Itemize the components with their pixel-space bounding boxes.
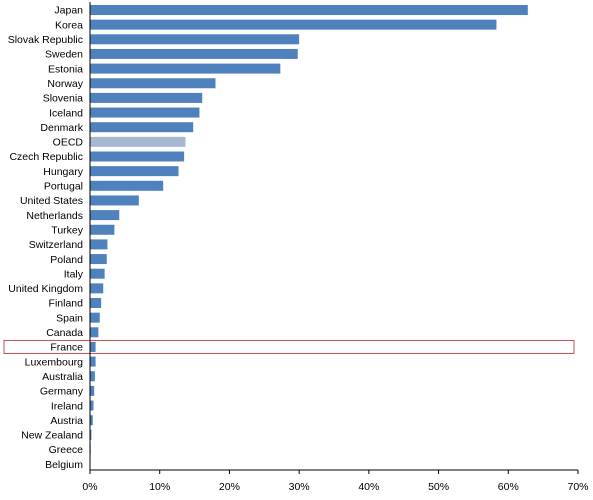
x-tick-label-20: 20%: [219, 481, 240, 493]
category-label-greece: Greece: [49, 444, 84, 456]
bar-france: [90, 341, 96, 352]
category-label-oecd: OECD: [53, 137, 84, 149]
bar-poland: [90, 254, 107, 265]
bar-slovak-republic: [90, 34, 300, 45]
bar-switzerland: [90, 239, 108, 250]
bar-estonia: [90, 63, 281, 74]
bar-finland: [90, 298, 102, 308]
x-tick-label-60: 60%: [498, 481, 519, 493]
x-tick-label-70: 70%: [567, 481, 588, 493]
category-label-france: France: [50, 342, 83, 354]
bar-sweden: [90, 48, 298, 59]
bar-austria: [90, 415, 93, 426]
bar-slovenia: [90, 92, 203, 103]
category-label-hungary: Hungary: [43, 166, 83, 178]
category-label-belgium: Belgium: [45, 459, 83, 471]
x-tick-label-0: 0%: [82, 481, 97, 493]
bar-iceland: [90, 107, 200, 118]
x-tick-label-30: 30%: [289, 481, 310, 493]
category-label-portugal: Portugal: [44, 181, 83, 193]
bar-korea: [90, 19, 497, 30]
category-label-estonia: Estonia: [48, 63, 83, 75]
category-label-netherlands: Netherlands: [26, 210, 83, 222]
category-label-japan: Japan: [54, 5, 83, 17]
category-label-australia: Australia: [42, 371, 83, 383]
bar-denmark: [90, 122, 194, 133]
bar-united-states: [90, 195, 139, 206]
bar-netherlands: [90, 210, 120, 221]
bar-canada: [90, 327, 99, 338]
x-tick-label-10: 10%: [149, 481, 170, 493]
bar-turkey: [90, 224, 115, 235]
highlight-box-france: [3, 339, 575, 354]
bar-australia: [90, 371, 95, 382]
category-label-switzerland: Switzerland: [29, 239, 83, 251]
x-tick-label-50: 50%: [428, 481, 449, 493]
category-label-new-zealand: New Zealand: [21, 430, 83, 442]
category-label-czech-republic: Czech Republic: [9, 151, 83, 163]
category-label-ireland: Ireland: [51, 400, 83, 412]
bar-united-kingdom: [90, 283, 104, 294]
bar-hungary: [90, 166, 179, 177]
category-label-finland: Finland: [49, 298, 84, 310]
bar-czech-republic: [90, 151, 185, 162]
bar-new-zealand: [90, 429, 92, 440]
category-label-norway: Norway: [47, 78, 83, 90]
bar-italy: [90, 268, 105, 279]
category-label-iceland: Iceland: [49, 107, 83, 119]
category-label-turkey: Turkey: [51, 224, 83, 236]
x-tick-label-40: 40%: [358, 481, 379, 493]
category-label-korea: Korea: [55, 19, 83, 31]
category-label-germany: Germany: [40, 386, 84, 398]
category-label-slovak-republic: Slovak Republic: [8, 34, 83, 46]
bar-luxembourg: [90, 356, 96, 367]
category-label-sweden: Sweden: [45, 49, 83, 61]
category-label-canada: Canada: [46, 327, 83, 339]
bar-oecd: [90, 136, 186, 147]
category-label-luxembourg: Luxembourg: [25, 356, 84, 368]
category-label-denmark: Denmark: [40, 122, 83, 134]
bar-spain: [90, 312, 100, 323]
bar-ireland: [90, 400, 94, 411]
category-label-italy: Italy: [64, 268, 84, 280]
category-label-slovenia: Slovenia: [43, 93, 83, 105]
category-label-austria: Austria: [50, 415, 83, 427]
category-label-united-kingdom: United Kingdom: [8, 283, 83, 295]
bar-portugal: [90, 180, 164, 191]
category-label-poland: Poland: [50, 254, 83, 266]
bar-germany: [90, 385, 95, 396]
bar-japan: [90, 5, 528, 15]
bar-norway: [90, 78, 216, 89]
category-label-spain: Spain: [56, 312, 83, 324]
category-label-united-states: United States: [20, 195, 83, 207]
